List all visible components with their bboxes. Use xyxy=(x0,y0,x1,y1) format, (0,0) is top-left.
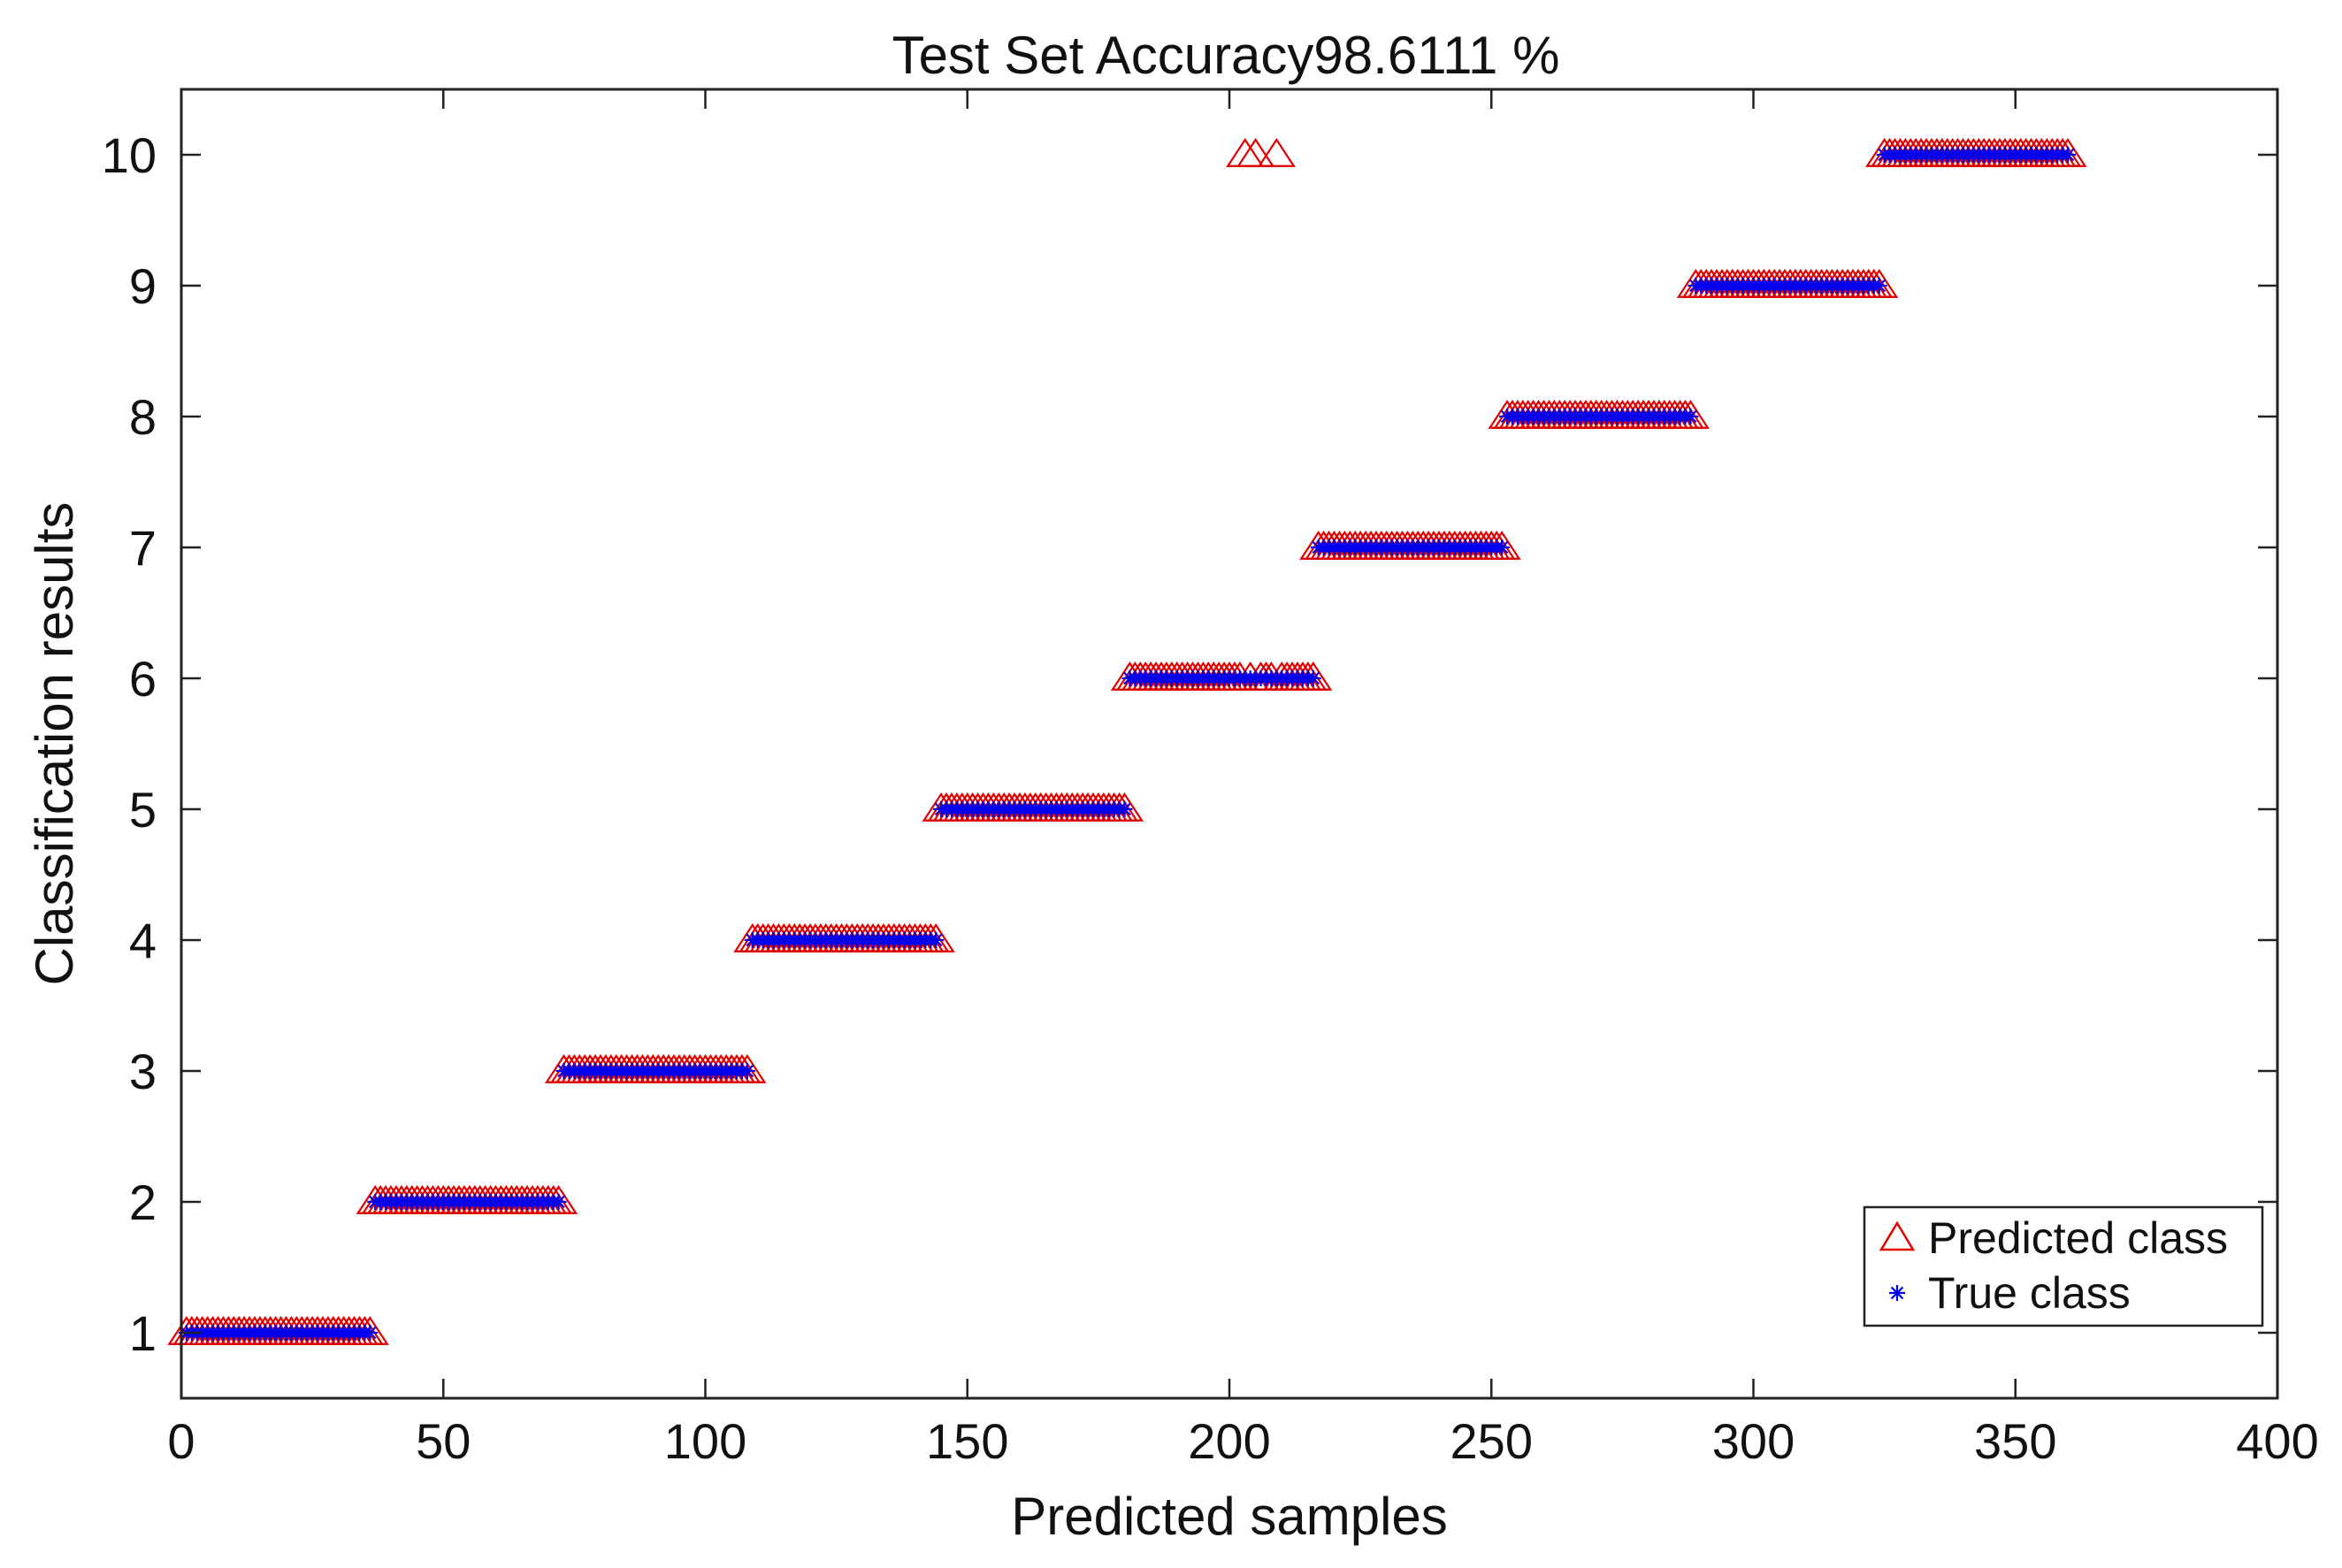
true-point xyxy=(1305,670,1321,686)
y-tick-label: 3 xyxy=(129,1044,157,1099)
y-tick-label: 10 xyxy=(102,127,157,183)
legend-true-marker xyxy=(1889,1285,1905,1301)
chart-title: Test Set Accuracy98.6111 % xyxy=(892,26,1560,85)
true-point xyxy=(1494,539,1511,555)
x-axis-label: Predicted samples xyxy=(1011,1487,1448,1546)
x-tick-label: 300 xyxy=(1712,1413,1795,1469)
x-tick-label: 100 xyxy=(664,1413,746,1469)
x-tick-label: 350 xyxy=(1974,1413,2056,1469)
true-point xyxy=(1871,278,1887,294)
plot-area xyxy=(167,137,2087,1345)
true-point xyxy=(1682,409,1699,425)
y-tick-label: 9 xyxy=(129,258,157,314)
x-tick-label: 250 xyxy=(1450,1413,1533,1469)
predicted-point xyxy=(1236,137,1275,167)
true-point xyxy=(739,1063,755,1079)
x-tick-label: 200 xyxy=(1188,1413,1270,1469)
y-tick-label: 2 xyxy=(129,1174,157,1230)
legend-predicted-label: Predicted class xyxy=(1928,1213,2228,1263)
legend-true-label: True class xyxy=(1928,1268,2131,1318)
y-tick-label: 4 xyxy=(129,913,157,968)
y-tick-label: 8 xyxy=(129,389,157,445)
y-axis-label: Classification results xyxy=(25,502,84,986)
x-tick-label: 0 xyxy=(167,1413,195,1469)
true-point xyxy=(362,1325,379,1341)
y-tick-label: 6 xyxy=(129,651,157,707)
x-tick-label: 50 xyxy=(416,1413,471,1469)
true-point xyxy=(1116,801,1133,817)
legend-box xyxy=(1863,1205,2264,1327)
y-tick-label: 5 xyxy=(129,782,157,838)
true-point xyxy=(928,932,945,948)
legend-true-asterisk xyxy=(1889,1285,1905,1301)
true-point xyxy=(550,1194,567,1210)
x-tick-label: 400 xyxy=(2236,1413,2318,1469)
legend: Predicted class True class xyxy=(1863,1205,2264,1327)
true-point xyxy=(2060,147,2076,163)
legend-predicted-marker xyxy=(1879,1220,1916,1251)
x-tick-label: 150 xyxy=(926,1413,1008,1469)
predicted-point xyxy=(1257,137,1296,167)
y-tick-label: 7 xyxy=(129,520,157,576)
y-tick-label: 1 xyxy=(129,1305,157,1361)
axis-ticks: 0 50 100 150 200 250 300 350 400 1 2 3 4 5 6 7 8 9 10 xyxy=(102,89,2319,1469)
